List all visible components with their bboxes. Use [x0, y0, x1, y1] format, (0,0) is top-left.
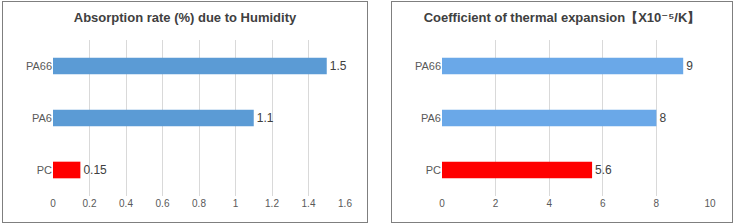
svg-text:8: 8: [659, 111, 666, 125]
svg-text:1: 1: [233, 198, 239, 209]
svg-text:2: 2: [493, 198, 499, 209]
svg-text:0: 0: [439, 198, 445, 209]
svg-text:PA66: PA66: [415, 60, 441, 72]
svg-text:PA6: PA6: [32, 112, 52, 124]
svg-text:0.6: 0.6: [156, 198, 170, 209]
svg-text:6: 6: [600, 198, 606, 209]
svg-text:4: 4: [546, 198, 552, 209]
svg-text:9: 9: [686, 59, 693, 73]
svg-text:0.2: 0.2: [83, 198, 97, 209]
svg-text:PA66: PA66: [26, 60, 52, 72]
svg-text:5.6: 5.6: [595, 163, 612, 177]
svg-text:1.4: 1.4: [302, 198, 316, 209]
svg-text:PA6: PA6: [421, 112, 441, 124]
svg-text:PC: PC: [37, 164, 52, 176]
svg-text:0.8: 0.8: [192, 198, 206, 209]
svg-text:0.15: 0.15: [83, 163, 107, 177]
svg-text:PC: PC: [426, 164, 441, 176]
svg-text:0: 0: [50, 198, 56, 209]
svg-text:10: 10: [704, 198, 716, 209]
svg-text:8: 8: [654, 198, 660, 209]
svg-text:Coefficient of thermal expansi: Coefficient of thermal expansion【X10⁻⁵/K…: [424, 10, 701, 25]
svg-text:1.6: 1.6: [338, 198, 352, 209]
svg-text:1.5: 1.5: [330, 59, 347, 73]
svg-text:0.4: 0.4: [119, 198, 133, 209]
svg-text:1.2: 1.2: [265, 198, 279, 209]
svg-text:Absorption rate (%) due to Hum: Absorption rate (%) due to Humidity: [74, 10, 297, 25]
svg-text:1.1: 1.1: [257, 111, 274, 125]
